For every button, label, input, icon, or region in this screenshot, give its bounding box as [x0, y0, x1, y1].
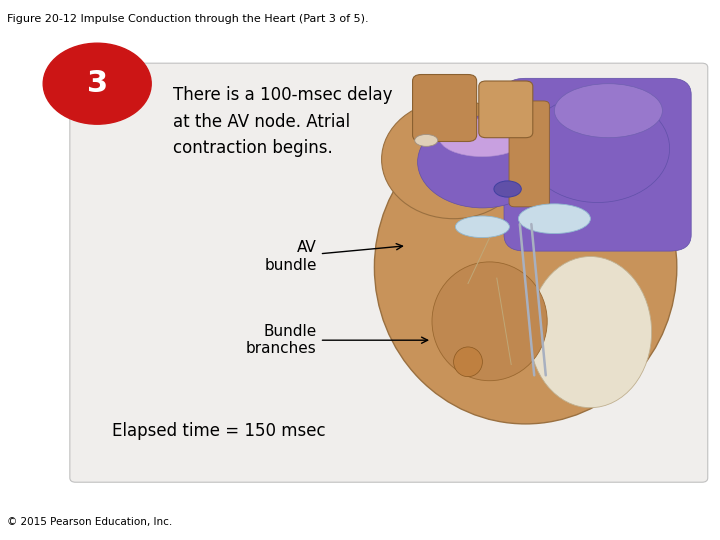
Text: Figure 20-12 Impulse Conduction through the Heart (Part 3 of 5).: Figure 20-12 Impulse Conduction through … — [7, 14, 369, 24]
Text: AV
bundle: AV bundle — [264, 240, 402, 273]
Text: Elapsed time = 150 msec: Elapsed time = 150 msec — [112, 422, 325, 440]
Text: © 2015 Pearson Education, Inc.: © 2015 Pearson Education, Inc. — [7, 516, 173, 526]
FancyBboxPatch shape — [504, 78, 691, 251]
Ellipse shape — [418, 116, 547, 208]
FancyBboxPatch shape — [479, 81, 533, 138]
Ellipse shape — [439, 119, 526, 157]
Text: Bundle
branches: Bundle branches — [246, 324, 428, 356]
Ellipse shape — [415, 134, 438, 146]
FancyBboxPatch shape — [70, 63, 708, 482]
Ellipse shape — [526, 94, 670, 202]
Ellipse shape — [529, 256, 652, 408]
Ellipse shape — [374, 111, 677, 424]
Circle shape — [43, 43, 151, 124]
Ellipse shape — [432, 262, 547, 381]
Text: 3: 3 — [86, 69, 108, 98]
Ellipse shape — [454, 347, 482, 377]
Ellipse shape — [455, 216, 510, 238]
Ellipse shape — [533, 100, 648, 176]
Ellipse shape — [518, 204, 590, 233]
Ellipse shape — [494, 181, 521, 197]
FancyBboxPatch shape — [509, 101, 549, 207]
Ellipse shape — [554, 84, 662, 138]
Ellipse shape — [382, 100, 526, 219]
Text: There is a 100-msec delay
at the AV node. Atrial
contraction begins.: There is a 100-msec delay at the AV node… — [173, 86, 392, 157]
FancyBboxPatch shape — [413, 75, 477, 141]
